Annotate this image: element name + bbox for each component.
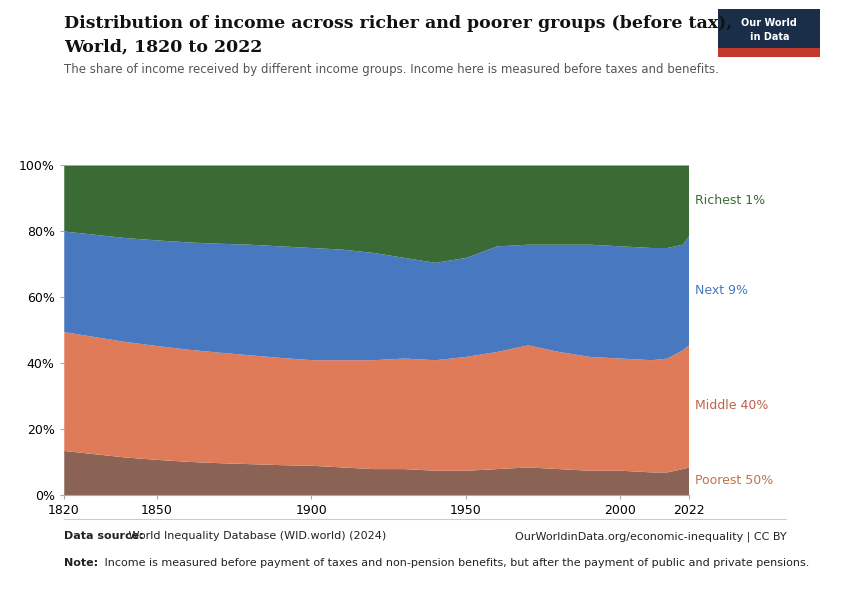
Text: World Inequality Database (WID.world) (2024): World Inequality Database (WID.world) (2… xyxy=(125,531,386,541)
Text: World, 1820 to 2022: World, 1820 to 2022 xyxy=(64,39,262,56)
Text: Our World: Our World xyxy=(741,19,797,28)
Text: Data source:: Data source: xyxy=(64,531,144,541)
Bar xyxy=(718,49,820,57)
Text: Note:: Note: xyxy=(64,558,98,568)
Text: Distribution of income across richer and poorer groups (before tax),: Distribution of income across richer and… xyxy=(64,15,732,32)
Text: Middle 40%: Middle 40% xyxy=(695,400,768,412)
Text: OurWorldinData.org/economic-inequality | CC BY: OurWorldinData.org/economic-inequality |… xyxy=(514,531,786,541)
Bar xyxy=(718,9,820,49)
Text: Richest 1%: Richest 1% xyxy=(695,194,766,207)
Text: Income is measured before payment of taxes and non-pension benefits, but after t: Income is measured before payment of tax… xyxy=(101,558,809,568)
Text: The share of income received by different income groups. Income here is measured: The share of income received by differen… xyxy=(64,63,718,76)
Text: Poorest 50%: Poorest 50% xyxy=(695,475,774,487)
Text: in Data: in Data xyxy=(750,32,789,42)
Text: Next 9%: Next 9% xyxy=(695,284,749,297)
